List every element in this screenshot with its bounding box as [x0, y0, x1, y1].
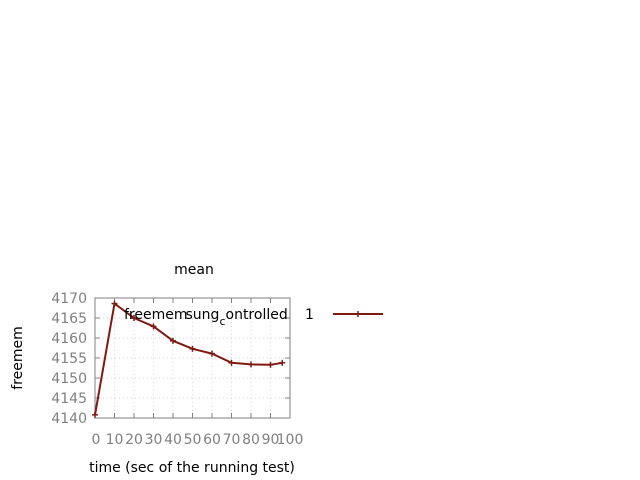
data-point — [248, 361, 254, 368]
grid-layer — [95, 298, 290, 418]
series-layer — [92, 300, 286, 418]
legend-label-suffix: 1 — [305, 307, 314, 323]
y-tick-label: 4155 — [51, 351, 87, 367]
x-tick-label: 100 — [277, 432, 304, 448]
y-axis-label: freemem — [10, 326, 26, 390]
legend-label-part-1: freemem — [124, 307, 188, 323]
data-point — [267, 361, 274, 368]
data-point — [189, 345, 196, 352]
x-tick-label: 70 — [223, 432, 241, 448]
y-tick-label: 4170 — [51, 291, 87, 307]
x-tick-label: 80 — [242, 432, 260, 448]
x-tick-label: 20 — [125, 432, 143, 448]
data-point — [131, 315, 137, 321]
data-point — [150, 323, 157, 330]
x-tick-label: 50 — [184, 432, 202, 448]
y-tick-label: 4145 — [51, 391, 87, 407]
data-point — [92, 411, 98, 418]
legend-label: freememsungcontrolled — [124, 307, 288, 328]
legend: freememsungcontrolled 1 — [124, 307, 383, 328]
data-point — [111, 300, 118, 307]
x-tick-label: 60 — [203, 432, 221, 448]
y-tick-label: 4160 — [51, 331, 87, 347]
legend-label-part-2: sung — [186, 307, 220, 323]
chart-title: mean — [174, 262, 214, 278]
y-tick-label: 4150 — [51, 371, 87, 387]
data-point — [209, 350, 215, 357]
x-tick-label: 10 — [106, 432, 124, 448]
data-point — [170, 337, 176, 344]
y-tick-label: 4165 — [51, 311, 87, 327]
legend-marker — [355, 311, 361, 317]
data-point — [279, 359, 286, 366]
x-tick-label: 90 — [262, 432, 280, 448]
legend-label-part-3: ontrolled — [226, 307, 288, 323]
legend-label-subscript: c — [219, 315, 225, 328]
y-tick-label: 4140 — [51, 411, 87, 427]
x-tick-label: 0 — [92, 432, 101, 448]
x-tick-label: 30 — [145, 432, 163, 448]
data-point — [228, 359, 235, 366]
x-axis-label: time (sec of the running test) — [89, 460, 295, 476]
x-tick-label: 40 — [164, 432, 182, 448]
